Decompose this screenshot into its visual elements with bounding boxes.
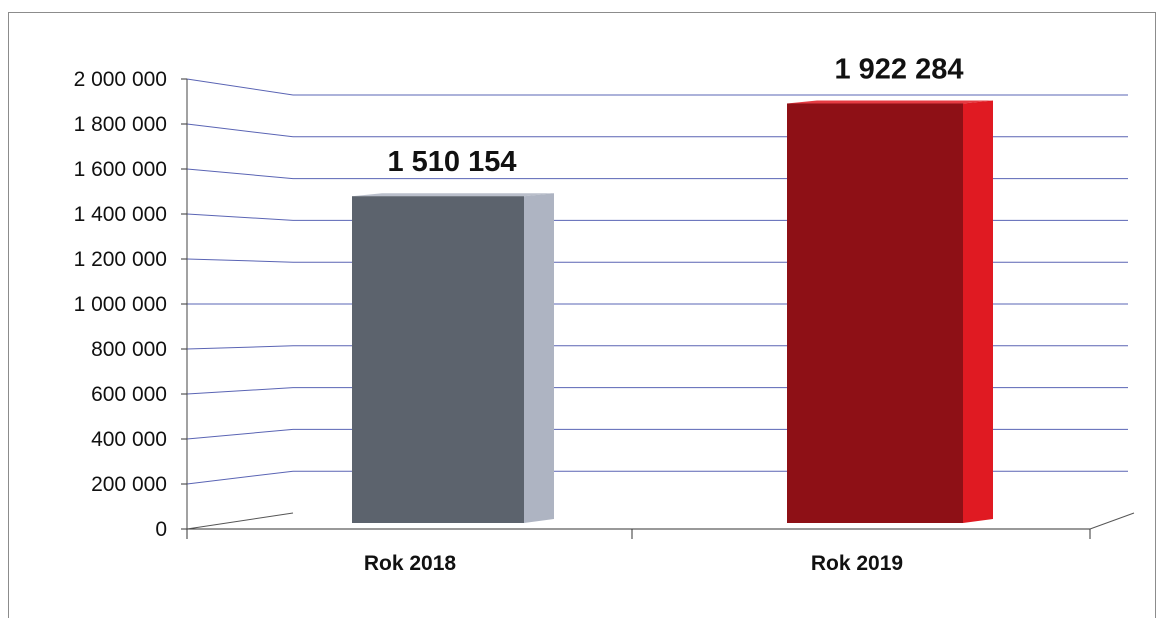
- y-tick-label: 400 000: [91, 428, 167, 451]
- gridline-side: [186, 387, 294, 395]
- data-label: 1 510 154: [387, 146, 516, 178]
- bar: [352, 196, 524, 524]
- y-tick-label: 1 600 000: [74, 158, 167, 181]
- y-tick-label: 800 000: [91, 338, 167, 361]
- data-label: 1 922 284: [834, 53, 963, 85]
- bar-top: [787, 100, 993, 104]
- gridline-side: [186, 78, 294, 96]
- bar-top: [352, 193, 554, 197]
- gridline-side: [186, 258, 294, 263]
- floor-edge: [186, 512, 294, 530]
- category-labels: Rok 2018 Rok 2019: [364, 552, 903, 575]
- gridline-side: [186, 345, 294, 350]
- gridline-side: [186, 428, 294, 440]
- category-label: Rok 2019: [811, 552, 903, 575]
- gridline-side: [186, 168, 294, 180]
- y-tick-label: 600 000: [91, 383, 167, 406]
- bars: [352, 100, 993, 524]
- y-axis-tick-labels: 0 200 000 400 000 600 000 800 000 1 000 000 1 …: [74, 68, 187, 541]
- gridline-side: [186, 470, 294, 485]
- y-tick-label: 0: [155, 518, 167, 541]
- floor-edge: [1089, 512, 1135, 530]
- gridline-side: [186, 123, 294, 138]
- bar-side: [963, 100, 993, 524]
- y-tick-label: 2 000 000: [74, 68, 167, 91]
- y-tick-label: 1 200 000: [74, 248, 167, 271]
- y-tick-label: 1 000 000: [74, 293, 167, 316]
- chart-frame: [8, 12, 1156, 618]
- data-labels: 1 510 154 1 922 284: [387, 53, 963, 178]
- bar-side: [524, 193, 554, 524]
- bar: [787, 103, 963, 524]
- category-label: Rok 2018: [364, 552, 457, 575]
- x-axis: [186, 79, 1135, 539]
- gridline-side: [186, 213, 294, 221]
- y-tick-label: 200 000: [91, 473, 167, 496]
- y-tick-label: 1 800 000: [74, 113, 167, 136]
- y-tick-label: 1 400 000: [74, 203, 167, 226]
